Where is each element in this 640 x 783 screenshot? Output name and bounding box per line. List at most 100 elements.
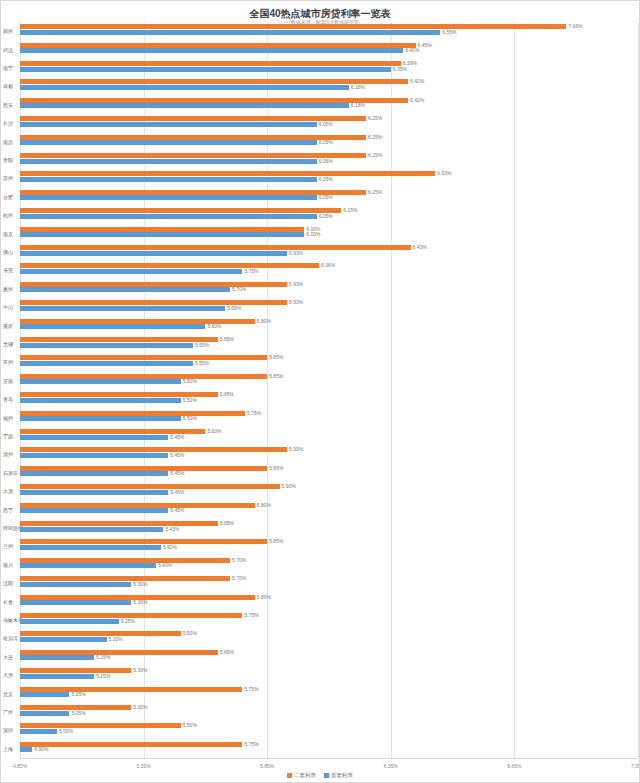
category-label: 北京: [3, 691, 13, 697]
x-axis-tick-label: 7.35%: [631, 763, 640, 769]
category-label: 杭州: [3, 212, 13, 218]
bar-value-label: 5.30%: [133, 705, 147, 710]
bar-value-label: 5.05%: [71, 711, 85, 716]
bar-value-label: 5.42%: [163, 545, 177, 550]
bar-value-label: 6.55%: [442, 30, 456, 35]
bar-value-label: 5.70%: [232, 287, 246, 292]
bar-first-rate: [20, 140, 317, 145]
bar-first-rate: [20, 324, 205, 329]
bar-first-rate: [20, 85, 349, 90]
legend-item-second-rate: 二套利率: [287, 772, 316, 779]
bar-first-rate: [20, 674, 94, 679]
bar-value-label: 5.80%: [257, 595, 271, 600]
bar-first-rate: [20, 361, 193, 366]
bar-second-rate: [20, 43, 416, 48]
bar-value-label: 5.65%: [220, 650, 234, 655]
bar-value-label: 6.42%: [410, 79, 424, 84]
x-axis-tick-label: 6.85%: [507, 763, 521, 769]
bar-value-label: 5.45%: [170, 490, 184, 495]
category-label: 上海: [3, 746, 13, 752]
bar-value-label: 5.60%: [207, 324, 221, 329]
bar-value-label: 6.06%: [321, 263, 335, 268]
bar-second-rate: [20, 503, 255, 508]
chart-frame: 全国40热点城市房贷利率一览表 ——数据来源：融360大数据研究院 二套利率 首…: [0, 0, 640, 783]
bar-second-rate: [20, 484, 280, 489]
bar-value-label: 5.30%: [133, 668, 147, 673]
legend-swatch-first-rate: [324, 773, 329, 778]
category-label: 惠州: [3, 286, 13, 292]
bar-first-rate: [20, 251, 287, 256]
category-label: 宁波: [3, 433, 13, 439]
bar-first-rate: [20, 637, 107, 642]
bar-first-rate: [20, 729, 57, 734]
bar-first-rate: [20, 30, 440, 35]
category-label: 成都: [3, 83, 13, 89]
bar-value-label: 5.45%: [170, 435, 184, 440]
bar-value-label: 6.43%: [413, 245, 427, 250]
bar-value-label: 5.55%: [195, 361, 209, 366]
bar-second-rate: [20, 171, 435, 176]
bar-first-rate: [20, 563, 156, 568]
bar-value-label: 5.40%: [158, 563, 172, 568]
bar-value-label: 5.85%: [269, 539, 283, 544]
bar-first-rate: [20, 655, 94, 660]
bar-first-rate: [20, 67, 391, 72]
bar-second-rate: [20, 576, 230, 581]
bar-value-label: 6.05%: [319, 177, 333, 182]
bar-second-rate: [20, 227, 304, 232]
bar-first-rate: [20, 398, 181, 403]
category-label: 西宁: [3, 507, 13, 513]
bar-value-label: 5.75%: [244, 613, 258, 618]
bar-value-label: 5.80%: [257, 319, 271, 324]
bar-second-rate: [20, 263, 319, 268]
bar-second-rate: [20, 190, 366, 195]
bar-value-label: 5.85%: [269, 466, 283, 471]
category-label: 济南: [3, 378, 13, 384]
bar-value-label: 5.50%: [183, 723, 197, 728]
category-label: 常州: [3, 359, 13, 365]
category-label: 南宁: [3, 65, 13, 71]
bar-value-label: 5.65%: [220, 337, 234, 342]
bar-value-label: 5.00%: [59, 729, 73, 734]
bar-value-label: 6.25%: [368, 116, 382, 121]
bar-second-rate: [20, 687, 242, 692]
bar-value-label: 5.05%: [71, 692, 85, 697]
bar-second-rate: [20, 466, 267, 471]
gridline: [144, 22, 145, 758]
category-label: 西安: [3, 102, 13, 108]
category-label: 重庆: [3, 323, 13, 329]
bar-second-rate: [20, 300, 287, 305]
bar-first-rate: [20, 692, 69, 697]
category-label: 兰州: [3, 543, 13, 549]
bar-first-rate: [20, 600, 131, 605]
bar-value-label: 6.45%: [418, 43, 432, 48]
bar-second-rate: [20, 447, 287, 452]
bar-second-rate: [20, 61, 401, 66]
bar-value-label: 5.30%: [133, 600, 147, 605]
bar-value-label: 5.80%: [257, 503, 271, 508]
legend-label-second-rate: 二套利率: [294, 772, 316, 779]
bar-first-rate: [20, 269, 242, 274]
gridline: [638, 22, 639, 758]
bar-first-rate: [20, 435, 168, 440]
bar-value-label: 5.15%: [96, 655, 110, 660]
bar-first-rate: [20, 527, 163, 532]
bar-value-label: 6.25%: [368, 153, 382, 158]
bar-value-label: 5.75%: [244, 269, 258, 274]
bar-first-rate: [20, 159, 317, 164]
bar-first-rate: [20, 214, 317, 219]
bar-value-label: 5.50%: [183, 416, 197, 421]
bar-second-rate: [20, 631, 181, 636]
bar-value-label: 6.05%: [319, 159, 333, 164]
bar-value-label: 6.42%: [410, 98, 424, 103]
bar-value-label: 5.93%: [289, 282, 303, 287]
bar-second-rate: [20, 650, 218, 655]
x-axis-tick-label: 4.85%: [13, 763, 27, 769]
bar-first-rate: [20, 232, 304, 237]
bar-value-label: 5.30%: [133, 582, 147, 587]
category-label: 深圳: [3, 727, 13, 733]
bar-second-rate: [20, 135, 366, 140]
category-label: 石家庄: [3, 470, 18, 476]
bar-value-label: 5.70%: [232, 558, 246, 563]
bar-second-rate: [20, 116, 366, 121]
